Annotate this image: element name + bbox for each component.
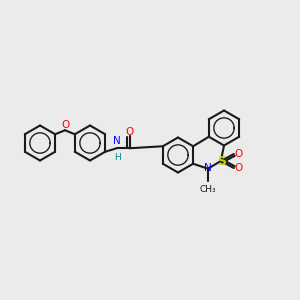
Text: O: O [61,120,69,130]
Text: N: N [113,136,121,146]
Text: S: S [217,154,226,167]
Text: O: O [234,149,242,159]
Text: CH₃: CH₃ [200,185,216,194]
Text: O: O [234,163,242,173]
Text: O: O [125,127,134,137]
Text: H: H [114,153,121,162]
Text: N: N [204,163,212,173]
